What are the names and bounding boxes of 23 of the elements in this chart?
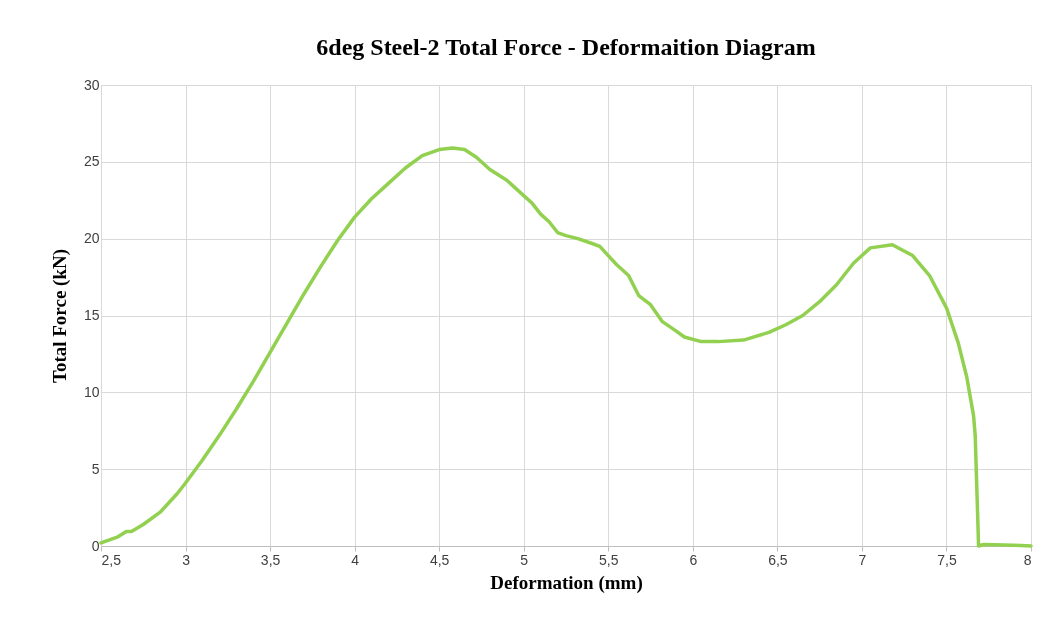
- x-axis-title: Deformation (mm): [490, 571, 643, 594]
- x-tick-label: 3,5: [260, 551, 281, 568]
- line-series: [99, 146, 1033, 548]
- x-tick-label: 7,5: [937, 551, 957, 568]
- chart-title: 6deg Steel-2 Total Force - Deformaition Diagram: [316, 34, 816, 60]
- y-tick-label: 5: [91, 460, 100, 477]
- x-tick-label: 8: [1023, 551, 1032, 568]
- x-tick-label: 5: [520, 551, 529, 568]
- y-axis-title: Total Force (kN): [48, 248, 71, 384]
- x-tick-label: 4: [351, 551, 360, 568]
- x-tick-label: 5,5: [599, 551, 619, 568]
- y-tick-label: 20: [83, 230, 100, 247]
- y-tick-label: 30: [83, 76, 100, 93]
- x-tick-label: 4,5: [429, 551, 450, 568]
- x-tick-label: 3: [182, 551, 191, 568]
- y-tick-label: 25: [83, 153, 100, 170]
- y-tick-label: 0: [91, 537, 100, 554]
- y-tick-label: 10: [83, 383, 100, 400]
- x-tick-label: 2,5: [101, 551, 122, 568]
- y-tick-label: 15: [83, 307, 100, 323]
- x-tick-label: 7: [858, 551, 867, 568]
- x-tick-label: 6,5: [768, 551, 788, 568]
- x-tick-label: 6: [689, 551, 698, 568]
